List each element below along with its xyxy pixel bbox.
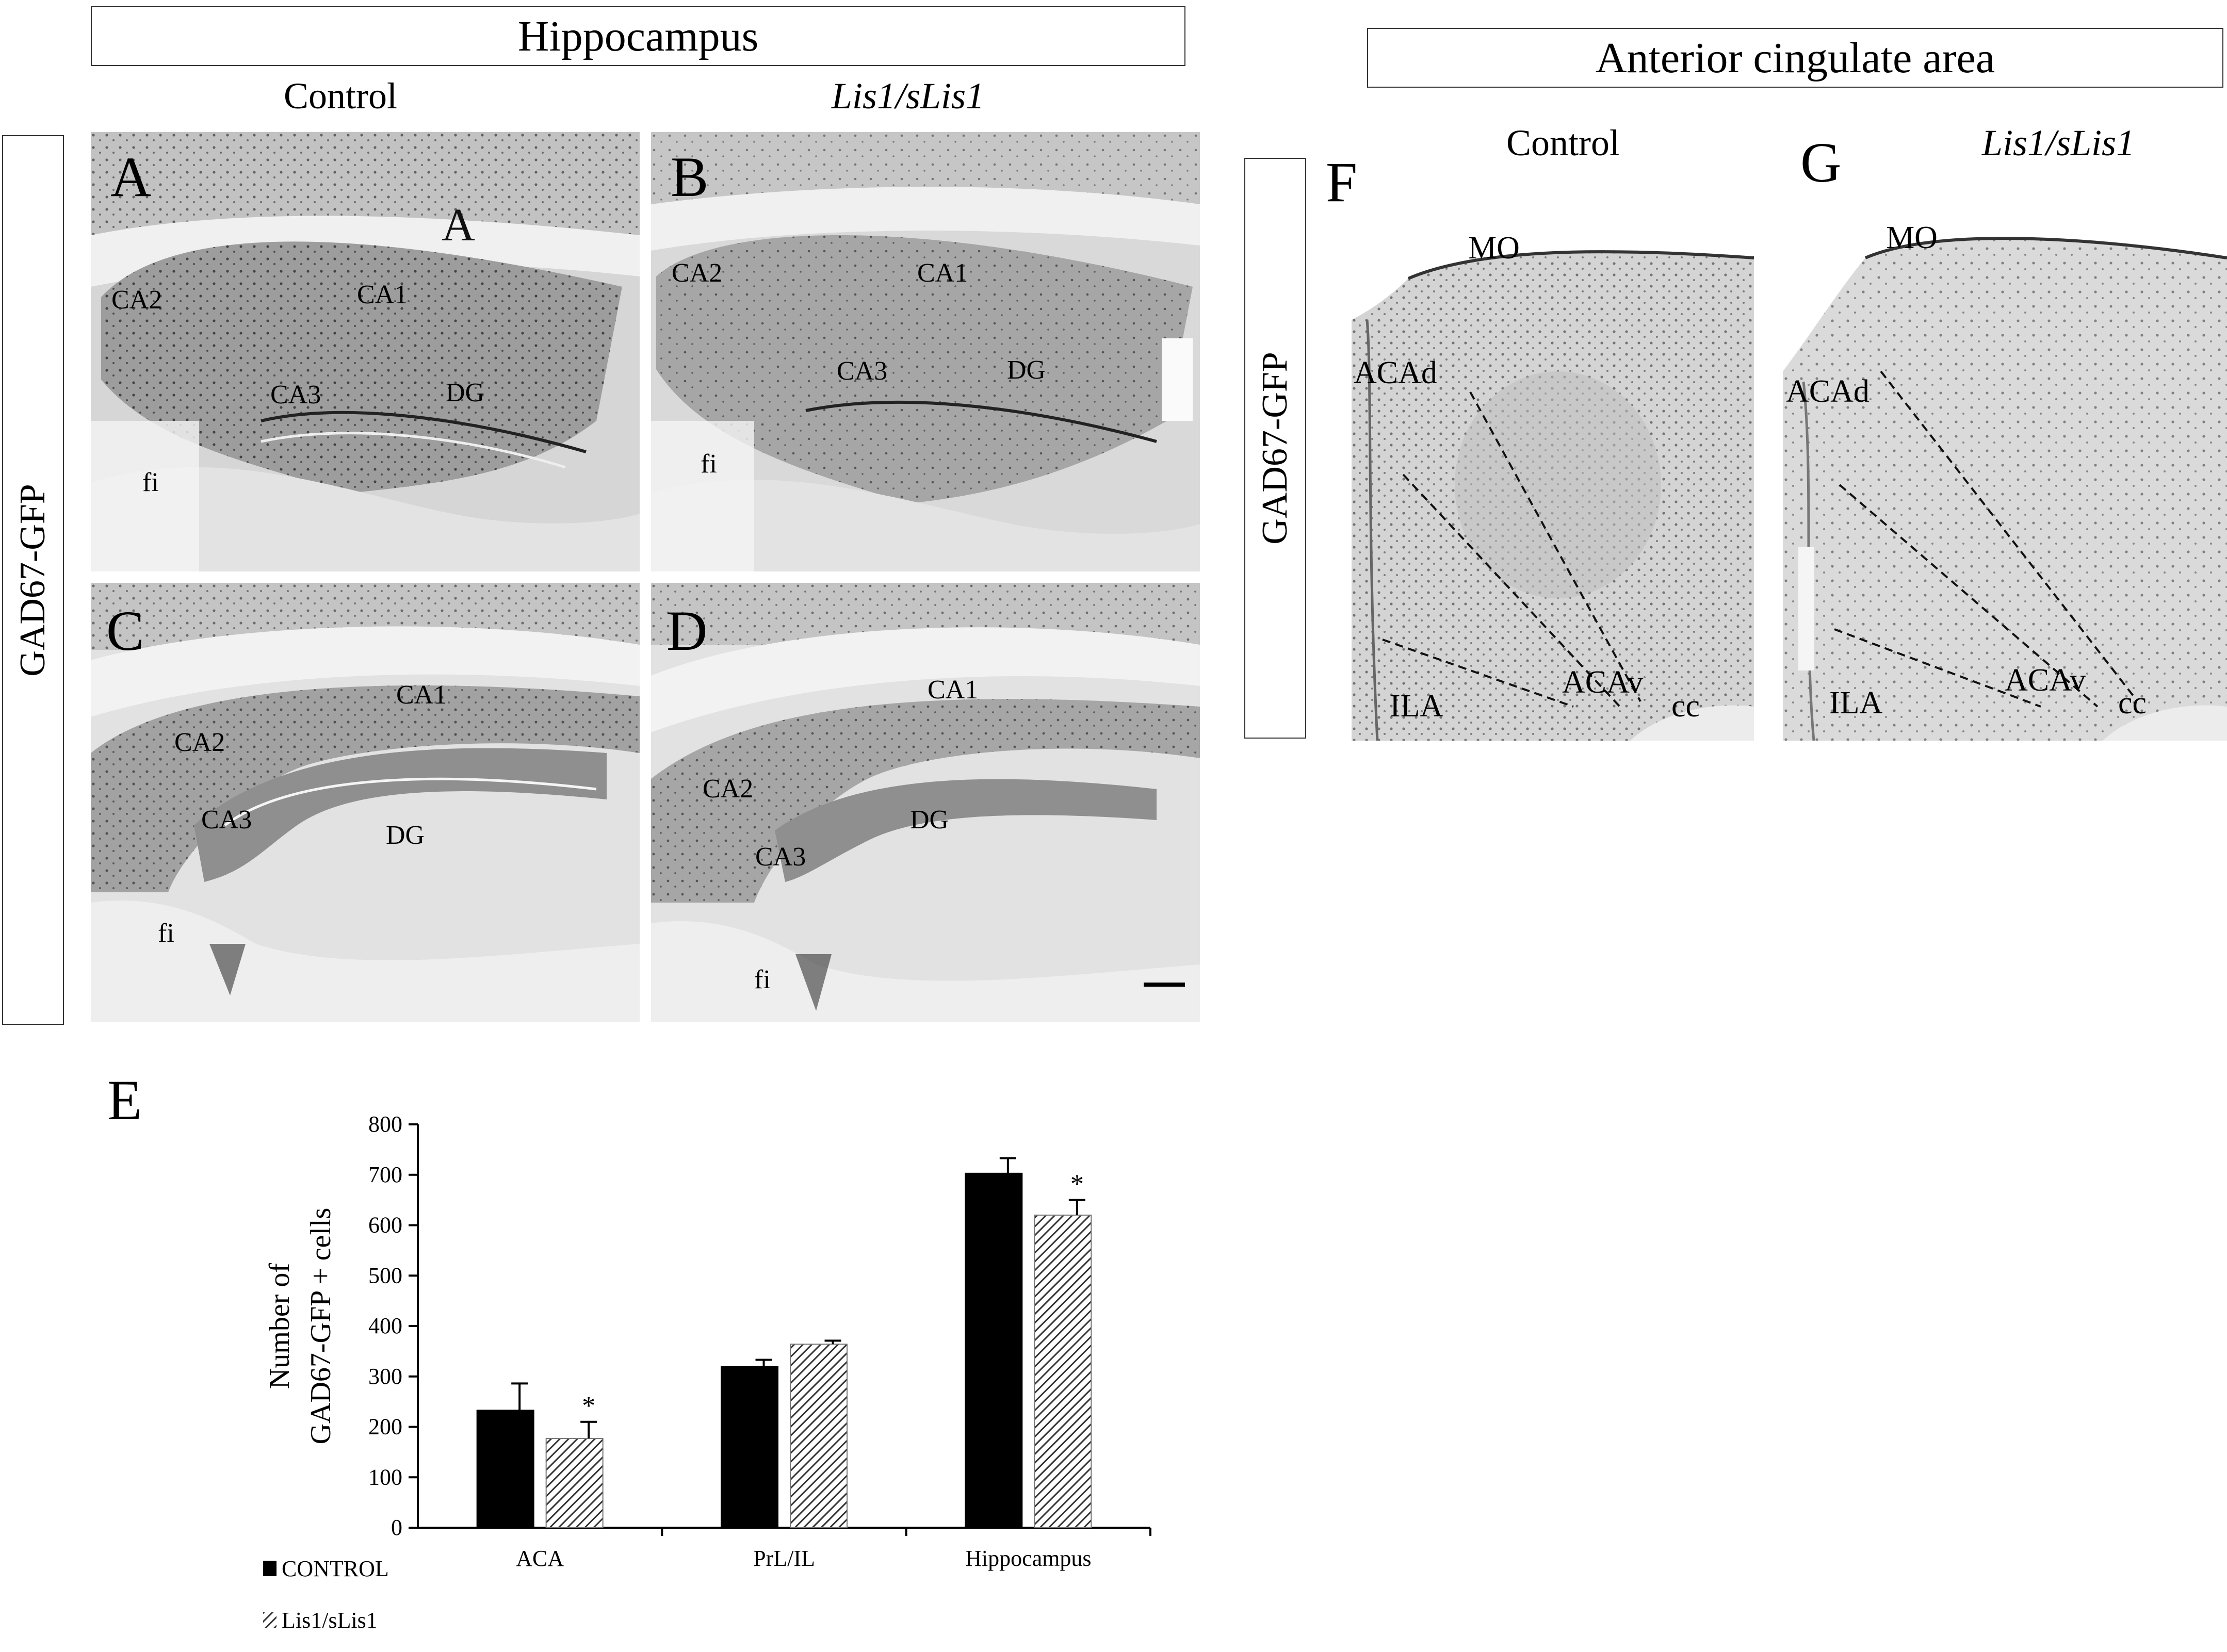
panel-b-ca2-label: CA2 bbox=[672, 258, 723, 288]
panel-d-dg-label: DG bbox=[910, 805, 949, 835]
micrograph-panel-f: MO ACAd ACAv ILA cc bbox=[1352, 227, 1754, 741]
bar-control bbox=[965, 1172, 1023, 1528]
hippocampus-title-box: Hippocampus bbox=[91, 6, 1185, 66]
y-axis-label-line2: GAD67-GFP + cells bbox=[305, 1208, 337, 1445]
micrograph-panel-d: D CA2 CA1 CA3 DG fi bbox=[651, 583, 1200, 1022]
cingulate-title-box: Anterior cingulate area bbox=[1367, 28, 2223, 88]
panel-g-ila-label: ILA bbox=[1829, 685, 1883, 721]
y-tick-label: 600 bbox=[368, 1213, 402, 1238]
panel-e-letter-label: E bbox=[107, 1069, 142, 1132]
significance-marker: * bbox=[582, 1392, 595, 1421]
panel-a-ca1-label: CA1 bbox=[357, 280, 408, 309]
legend-label: CONTROL bbox=[282, 1556, 389, 1581]
cingulate-side-label-box: GAD67-GFP bbox=[1244, 158, 1306, 739]
panel-d-fi-label: fi bbox=[754, 965, 771, 994]
panel-f-letter-label: F bbox=[1326, 151, 1358, 214]
panel-d-ca3-label: CA3 bbox=[755, 842, 806, 872]
cingulate-side-label: GAD67-GFP bbox=[1255, 352, 1295, 545]
y-tick-label: 500 bbox=[368, 1263, 402, 1288]
x-tick-label: PrL/IL bbox=[753, 1546, 815, 1571]
panel-g-cc-label: cc bbox=[2118, 685, 2147, 721]
hippocampus-side-label: GAD67-GFP bbox=[13, 483, 53, 677]
y-tick-label: 0 bbox=[391, 1515, 402, 1540]
significance-marker: * bbox=[1070, 1170, 1084, 1199]
panel-d-ca2-label: CA2 bbox=[703, 774, 754, 804]
bar-lis1 bbox=[545, 1437, 604, 1528]
panel-a-ca3-label: CA3 bbox=[270, 380, 321, 410]
legend-swatch bbox=[263, 1561, 277, 1576]
bar-control bbox=[476, 1410, 534, 1528]
panel-f-ila-label: ILA bbox=[1390, 689, 1443, 724]
y-tick-label: 400 bbox=[368, 1313, 402, 1338]
gad67-cell-count-chart: 0 100 200 300 400 500 600 700 800 Number of GAD67-… bbox=[263, 1111, 1151, 1633]
hippocampus-control-label: Control bbox=[283, 75, 397, 117]
panel-f-acav-label: ACAv bbox=[1562, 665, 1644, 700]
panel-d-ca1-label: CA1 bbox=[928, 675, 979, 705]
y-axis-label-line1: Number of bbox=[264, 1263, 296, 1389]
panel-g-acav-label: ACAv bbox=[2005, 663, 2086, 698]
panel-c-ca1-label: CA1 bbox=[396, 680, 447, 710]
panel-c-dg-label: DG bbox=[386, 821, 425, 850]
cingulate-title: Anterior cingulate area bbox=[1595, 34, 1995, 82]
panel-c-fi-label: fi bbox=[158, 919, 174, 948]
panel-b-ca1-label: CA1 bbox=[917, 258, 968, 288]
panel-g-acad-label: ACAd bbox=[1786, 374, 1870, 409]
panel-a-dg-label: DG bbox=[446, 378, 485, 407]
panel-d-letter-label: D bbox=[667, 599, 708, 662]
scale-bar bbox=[1144, 983, 1185, 987]
panel-g-letter-label: G bbox=[1800, 131, 1842, 194]
micrograph-panel-g: MO ACAd ACAv ILA cc bbox=[1783, 217, 2227, 741]
x-tick-label: Hippocampus bbox=[965, 1546, 1091, 1571]
legend-swatch bbox=[263, 1612, 277, 1628]
y-tick-label: 300 bbox=[368, 1364, 402, 1389]
hippocampus-title: Hippocampus bbox=[517, 12, 759, 60]
y-tick-label: 700 bbox=[368, 1162, 402, 1187]
legend-label: Lis1/sLis1 bbox=[282, 1608, 378, 1633]
panel-b-ca3-label: CA3 bbox=[837, 356, 888, 386]
micrograph-panel-b: B CA2 CA1 CA3 DG fi bbox=[651, 132, 1200, 571]
panel-a-fi-label: fi bbox=[142, 468, 159, 497]
panel-b-letter-label: B bbox=[671, 145, 709, 208]
panel-f-mo-label: MO bbox=[1468, 231, 1520, 266]
panel-b-dg-label: DG bbox=[1007, 355, 1046, 385]
panel-a-ca2-label: CA2 bbox=[111, 285, 162, 315]
hippocampus-side-label-box: GAD67-GFP bbox=[2, 135, 64, 1025]
bar-lis1 bbox=[790, 1344, 848, 1528]
panel-c-ca3-label: CA3 bbox=[201, 805, 252, 835]
bar-lis1 bbox=[1034, 1214, 1092, 1528]
panel-c-letter-label: C bbox=[106, 599, 144, 662]
micrograph-panel-a: A A CA2 CA1 CA3 DG fi bbox=[91, 132, 640, 571]
panel-g-mo-label: MO bbox=[1886, 220, 1938, 255]
x-tick-label: ACA bbox=[516, 1546, 564, 1571]
micrograph-panel-c: C CA2 CA1 CA3 DG fi bbox=[91, 583, 640, 1022]
cingulate-mutant-label: Lis1/sLis1 bbox=[1981, 122, 2135, 163]
hippocampus-mutant-label: Lis1/sLis1 bbox=[831, 75, 985, 117]
panel-b-fi-label: fi bbox=[701, 449, 717, 479]
y-tick-label: 800 bbox=[368, 1111, 402, 1137]
panel-a-letter-label: A bbox=[110, 145, 152, 208]
bar-control bbox=[721, 1366, 778, 1528]
panel-a-letter: A bbox=[442, 200, 475, 251]
cingulate-control-label: Control bbox=[1506, 122, 1620, 163]
y-tick-label: 200 bbox=[368, 1414, 402, 1440]
y-tick-label: 100 bbox=[368, 1464, 402, 1490]
panel-f-cc-label: cc bbox=[1671, 689, 1700, 724]
panel-c-ca2-label: CA2 bbox=[174, 728, 225, 757]
panel-f-acad-label: ACAd bbox=[1354, 355, 1437, 390]
